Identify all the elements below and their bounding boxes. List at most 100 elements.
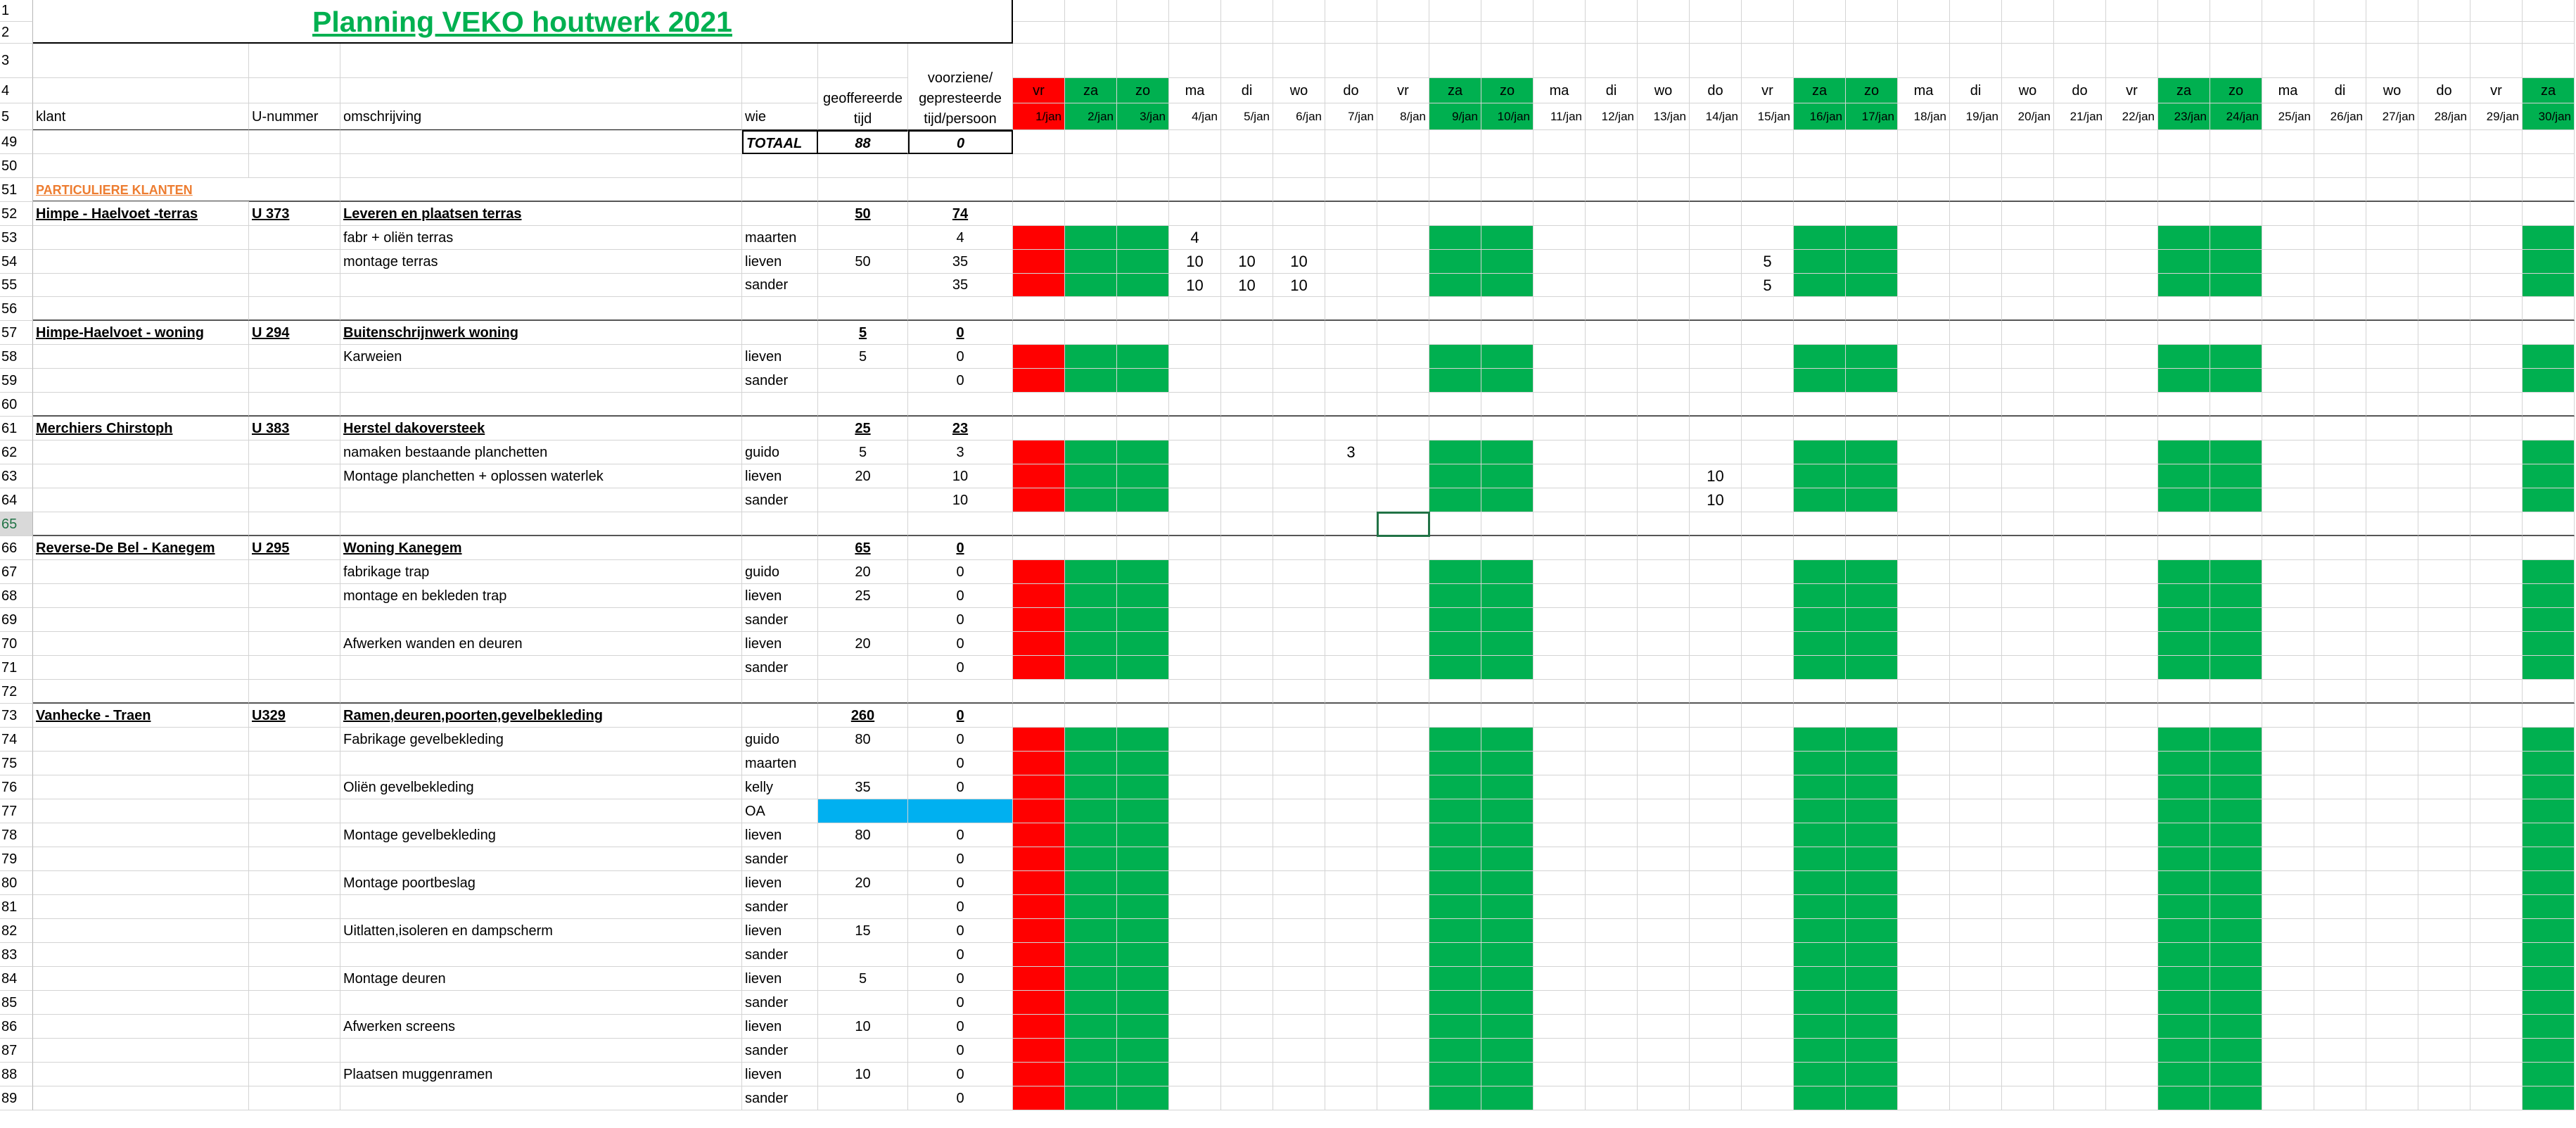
cell[interactable] <box>818 393 908 417</box>
day-hours-cell[interactable] <box>1950 345 2002 369</box>
geoffereerd-cell[interactable] <box>818 656 908 680</box>
day-hours-cell[interactable] <box>1065 202 1117 226</box>
day-hours-cell[interactable] <box>1325 728 1377 752</box>
day-hours-cell[interactable] <box>2418 847 2470 871</box>
day-cell[interactable] <box>2054 0 2106 22</box>
day-hours-cell[interactable] <box>1325 871 1377 895</box>
day-hours-cell[interactable] <box>2418 775 2470 799</box>
geoffereerd-cell[interactable] <box>818 943 908 967</box>
day-hours-cell[interactable] <box>1846 752 1898 775</box>
geoffereerd-cell[interactable]: 5 <box>818 967 908 991</box>
day-hours-cell[interactable] <box>2106 967 2158 991</box>
day-hours-cell[interactable] <box>1586 584 1638 608</box>
day-hours-cell[interactable] <box>1898 560 1950 584</box>
day-hours-cell[interactable] <box>1325 1015 1377 1039</box>
day-hours-cell[interactable] <box>2054 775 2106 799</box>
cell[interactable] <box>908 154 1013 178</box>
day-hours-cell[interactable] <box>1117 608 1169 632</box>
day-cell[interactable] <box>1377 44 1429 78</box>
day-hours-cell[interactable] <box>1273 1015 1325 1039</box>
day-cell[interactable] <box>2106 154 2158 178</box>
day-hours-cell[interactable] <box>1742 345 1794 369</box>
day-hours-cell[interactable] <box>2002 274 2054 297</box>
klant-cell[interactable] <box>33 274 249 297</box>
day-hours-cell[interactable] <box>1794 847 1846 871</box>
day-cell[interactable] <box>1534 22 1586 44</box>
geoffereerd-cell[interactable]: 10 <box>818 1015 908 1039</box>
day-hours-cell[interactable] <box>2470 1063 2523 1086</box>
row-header-79[interactable]: 79 <box>0 847 33 871</box>
day-hours-cell[interactable] <box>2158 512 2210 536</box>
voorzien-cell[interactable]: 74 <box>908 202 1013 226</box>
omschrijving-cell[interactable] <box>340 847 742 871</box>
day-hours-cell[interactable] <box>2418 895 2470 919</box>
day-cell[interactable] <box>1325 178 1377 202</box>
day-name-24[interactable]: zo <box>2210 78 2262 103</box>
day-hours-cell[interactable] <box>2470 943 2523 967</box>
day-hours-cell[interactable] <box>1638 847 1690 871</box>
day-hours-cell[interactable] <box>1273 321 1325 345</box>
day-cell[interactable] <box>2366 154 2418 178</box>
omschrijving-cell[interactable] <box>340 943 742 967</box>
day-hours-cell[interactable] <box>1586 847 1638 871</box>
cell[interactable] <box>742 78 818 103</box>
day-hours-cell[interactable] <box>2106 250 2158 274</box>
day-cell[interactable] <box>1429 130 1481 154</box>
day-hours-cell[interactable] <box>2366 680 2418 704</box>
day-hours-cell[interactable] <box>1325 536 1377 560</box>
day-hours-cell[interactable] <box>1481 895 1534 919</box>
day-hours-cell[interactable] <box>1013 274 1065 297</box>
day-hours-cell[interactable] <box>1065 512 1117 536</box>
omschrijving-cell[interactable] <box>340 1039 742 1063</box>
day-hours-cell[interactable] <box>1481 321 1534 345</box>
day-hours-cell[interactable] <box>2418 321 2470 345</box>
date-label-7[interactable]: 7/jan <box>1325 103 1377 130</box>
day-hours-cell[interactable] <box>1690 1039 1742 1063</box>
day-hours-cell[interactable] <box>1846 226 1898 250</box>
day-hours-cell[interactable] <box>2210 512 2262 536</box>
day-cell[interactable] <box>2210 0 2262 22</box>
day-hours-cell[interactable] <box>1950 226 2002 250</box>
day-hours-cell[interactable] <box>1273 752 1325 775</box>
day-hours-cell[interactable] <box>1638 680 1690 704</box>
omschrijving-cell[interactable]: Oliën gevelbekleding <box>340 775 742 799</box>
day-hours-cell[interactable] <box>2106 226 2158 250</box>
wie-cell[interactable]: sander <box>742 943 818 967</box>
day-hours-cell[interactable] <box>1013 464 1065 488</box>
day-hours-cell[interactable] <box>1273 943 1325 967</box>
day-hours-cell[interactable] <box>2523 297 2575 321</box>
day-hours-cell[interactable] <box>1117 584 1169 608</box>
day-hours-cell[interactable] <box>2002 297 2054 321</box>
day-hours-cell[interactable] <box>2366 584 2418 608</box>
day-hours-cell[interactable] <box>1690 417 1742 441</box>
day-hours-cell[interactable] <box>1221 226 1273 250</box>
day-hours-cell[interactable] <box>1742 226 1794 250</box>
day-name-20[interactable]: wo <box>2002 78 2054 103</box>
day-hours-cell[interactable] <box>1794 1015 1846 1039</box>
date-label-24[interactable]: 24/jan <box>2210 103 2262 130</box>
day-hours-cell[interactable] <box>1690 632 1742 656</box>
day-hours-cell[interactable] <box>2470 321 2523 345</box>
day-hours-cell[interactable] <box>1481 871 1534 895</box>
day-hours-cell[interactable] <box>2314 321 2366 345</box>
day-hours-cell[interactable] <box>1846 728 1898 752</box>
day-hours-cell[interactable] <box>2002 871 2054 895</box>
day-hours-cell[interactable] <box>1898 656 1950 680</box>
day-cell[interactable] <box>2054 178 2106 202</box>
day-hours-cell[interactable] <box>2210 464 2262 488</box>
day-hours-cell[interactable] <box>2418 967 2470 991</box>
day-hours-cell[interactable] <box>1273 847 1325 871</box>
day-hours-cell[interactable] <box>1169 488 1221 512</box>
day-hours-cell[interactable] <box>2002 345 2054 369</box>
day-cell[interactable] <box>2106 44 2158 78</box>
wie-cell[interactable]: guido <box>742 441 818 464</box>
day-hours-cell[interactable] <box>1429 656 1481 680</box>
day-cell[interactable] <box>2106 22 2158 44</box>
day-hours-cell[interactable] <box>1221 728 1273 752</box>
day-hours-cell[interactable] <box>1065 680 1117 704</box>
day-hours-cell[interactable] <box>2210 1086 2262 1110</box>
day-hours-cell[interactable] <box>2470 393 2523 417</box>
day-hours-value[interactable]: 10 <box>1273 250 1325 274</box>
day-hours-cell[interactable] <box>1846 680 1898 704</box>
